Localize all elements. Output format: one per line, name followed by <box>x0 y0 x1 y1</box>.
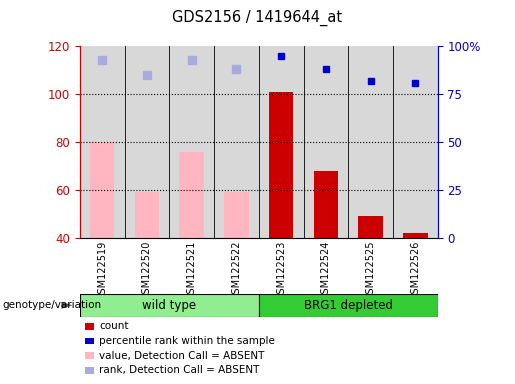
Text: percentile rank within the sample: percentile rank within the sample <box>99 336 276 346</box>
Text: count: count <box>99 321 129 331</box>
Bar <box>169 46 214 238</box>
Text: wild type: wild type <box>142 299 196 312</box>
Text: BRG1 depleted: BRG1 depleted <box>304 299 393 312</box>
Bar <box>90 142 114 238</box>
Bar <box>259 46 303 238</box>
Text: genotype/variation: genotype/variation <box>3 300 101 310</box>
Bar <box>134 192 159 238</box>
Text: rank, Detection Call = ABSENT: rank, Detection Call = ABSENT <box>99 365 260 375</box>
Bar <box>80 46 125 238</box>
Bar <box>214 46 259 238</box>
Bar <box>358 217 383 238</box>
Bar <box>80 294 259 317</box>
Bar <box>224 192 249 238</box>
Text: GDS2156 / 1419644_at: GDS2156 / 1419644_at <box>173 10 342 26</box>
Bar <box>393 46 438 238</box>
Bar <box>179 152 204 238</box>
Bar <box>125 46 169 238</box>
Bar <box>303 46 348 238</box>
Text: value, Detection Call = ABSENT: value, Detection Call = ABSENT <box>99 351 265 361</box>
Bar <box>314 171 338 238</box>
Bar <box>259 294 438 317</box>
Bar <box>403 233 427 238</box>
Bar <box>348 46 393 238</box>
Bar <box>269 92 294 238</box>
